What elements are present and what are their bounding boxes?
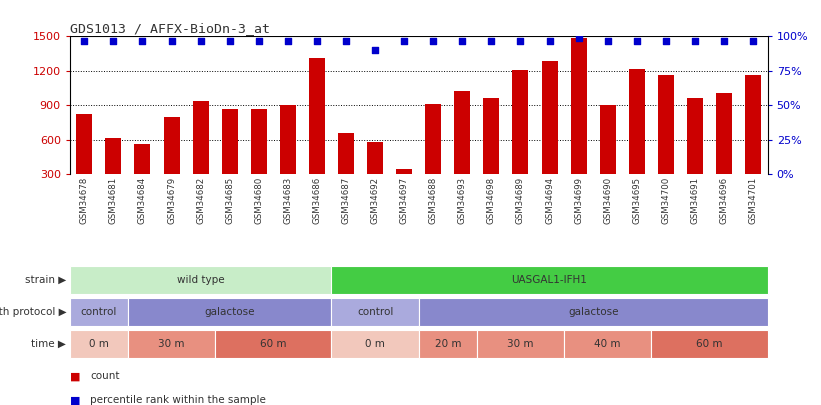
Point	[194, 37, 207, 44]
Bar	[222, 109, 238, 174]
Bar	[70, 298, 128, 326]
Text: 40 m: 40 m	[594, 339, 621, 349]
Point	[659, 37, 672, 44]
Bar	[105, 139, 122, 174]
Bar	[332, 298, 419, 326]
Point	[427, 37, 440, 44]
Point	[310, 37, 323, 44]
Text: 30 m: 30 m	[507, 339, 534, 349]
Bar	[250, 109, 267, 174]
Point	[78, 37, 91, 44]
Bar	[425, 104, 441, 174]
Text: time ▶: time ▶	[31, 339, 67, 349]
Bar	[338, 133, 354, 174]
Point	[601, 37, 614, 44]
Point	[485, 37, 498, 44]
Point	[746, 37, 759, 44]
Bar	[651, 330, 768, 358]
Bar	[163, 117, 180, 174]
Point	[688, 37, 701, 44]
Text: 0 m: 0 m	[89, 339, 109, 349]
Bar	[215, 330, 332, 358]
Text: 20 m: 20 m	[434, 339, 461, 349]
Point	[252, 37, 265, 44]
Bar	[564, 330, 651, 358]
Point	[397, 37, 410, 44]
Bar	[128, 330, 215, 358]
Text: galactose: galactose	[568, 307, 618, 317]
Point	[543, 37, 556, 44]
Point	[718, 37, 731, 44]
Bar	[599, 105, 616, 174]
Bar	[76, 114, 92, 174]
Bar	[332, 266, 768, 294]
Text: 60 m: 60 m	[696, 339, 722, 349]
Bar	[367, 143, 383, 174]
Point	[369, 47, 382, 53]
Text: 0 m: 0 m	[365, 339, 385, 349]
Point	[107, 37, 120, 44]
Bar	[716, 93, 732, 174]
Point	[282, 37, 295, 44]
Bar	[477, 330, 564, 358]
Point	[456, 37, 469, 44]
Bar	[687, 98, 703, 174]
Text: ■: ■	[70, 371, 80, 381]
Bar	[309, 58, 325, 174]
Bar	[135, 144, 150, 174]
Text: galactose: galactose	[204, 307, 255, 317]
Text: ■: ■	[70, 396, 80, 405]
Bar	[542, 60, 557, 174]
Bar	[629, 68, 644, 174]
Point	[223, 37, 236, 44]
Text: control: control	[357, 307, 393, 317]
Bar	[419, 298, 768, 326]
Bar	[658, 75, 674, 174]
Bar	[571, 38, 587, 174]
Bar	[454, 92, 470, 174]
Bar	[128, 298, 332, 326]
Bar	[512, 70, 529, 174]
Point	[136, 37, 149, 44]
Text: percentile rank within the sample: percentile rank within the sample	[90, 396, 266, 405]
Bar	[70, 330, 128, 358]
Bar	[332, 330, 419, 358]
Text: GDS1013 / AFFX-BioDn-3_at: GDS1013 / AFFX-BioDn-3_at	[70, 22, 270, 35]
Bar	[280, 105, 296, 174]
Text: growth protocol ▶: growth protocol ▶	[0, 307, 67, 317]
Text: strain ▶: strain ▶	[25, 275, 67, 285]
Bar	[193, 100, 209, 174]
Point	[514, 37, 527, 44]
Point	[572, 34, 585, 41]
Bar	[484, 98, 499, 174]
Point	[165, 37, 178, 44]
Bar	[419, 330, 477, 358]
Text: wild type: wild type	[177, 275, 224, 285]
Text: UASGAL1-IFH1: UASGAL1-IFH1	[511, 275, 588, 285]
Bar	[70, 266, 332, 294]
Text: 30 m: 30 m	[158, 339, 185, 349]
Point	[631, 37, 644, 44]
Bar	[397, 169, 412, 174]
Text: 60 m: 60 m	[260, 339, 287, 349]
Bar	[745, 75, 761, 174]
Text: count: count	[90, 371, 120, 381]
Point	[339, 37, 352, 44]
Text: control: control	[80, 307, 117, 317]
